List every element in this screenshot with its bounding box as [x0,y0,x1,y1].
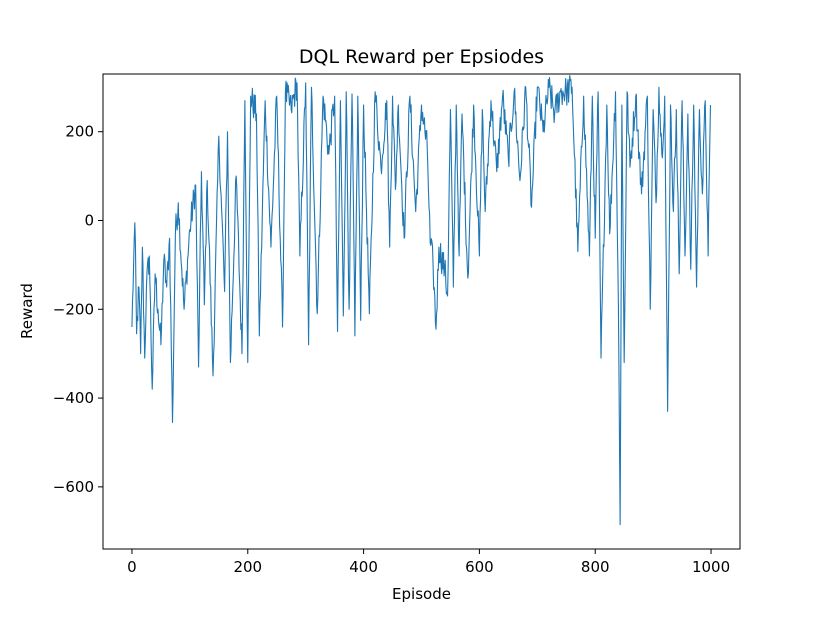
x-axis-label: Episode [392,585,451,603]
reward-series-line [131,74,712,526]
x-tick-label: 1000 [692,558,730,576]
chart-title: DQL Reward per Epsiodes [299,46,544,68]
y-tick-label: −600 [53,478,94,496]
y-tick-label: 0 [84,211,94,229]
y-tick-label: −200 [53,300,94,318]
x-tick-label: 200 [233,558,262,576]
plot-frame [102,73,741,550]
x-tick-label: 800 [581,558,610,576]
y-tick-label: 200 [65,123,94,141]
y-axis-label: Reward [18,283,36,339]
x-tick-label: 600 [465,558,494,576]
y-tick-label: −400 [53,389,94,407]
x-axis-ticks: 0 200 400 600 800 1000 [127,549,730,576]
y-axis-ticks: −600 −400 −200 0 200 [53,123,103,496]
x-tick-label: 400 [349,558,378,576]
x-tick-label: 0 [127,558,137,576]
series-layer [131,74,712,526]
